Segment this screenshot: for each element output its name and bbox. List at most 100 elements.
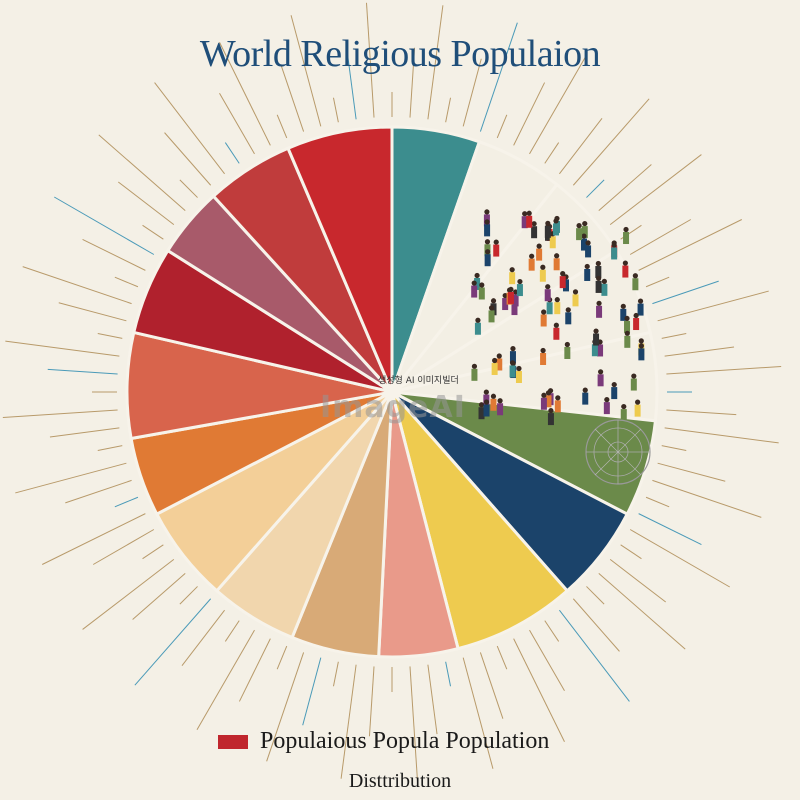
person-head — [632, 273, 638, 279]
person-head — [513, 289, 519, 295]
person-figure — [624, 320, 631, 333]
person-figure — [554, 302, 561, 315]
person-figure — [474, 322, 481, 335]
person-head — [622, 260, 628, 266]
tick-line — [652, 479, 762, 518]
person-figure — [540, 352, 547, 365]
person-head — [554, 297, 560, 303]
person-figure — [611, 247, 618, 260]
person-figure — [471, 368, 478, 381]
tick-line — [276, 645, 288, 670]
tick-line — [664, 346, 735, 357]
person-figure — [553, 258, 560, 271]
person-figure — [478, 407, 485, 420]
tick-line — [496, 645, 508, 670]
person-figure — [580, 238, 587, 251]
person-figure — [526, 215, 533, 228]
tick-line — [142, 224, 164, 240]
person-figure — [553, 223, 560, 236]
person-figure — [595, 280, 602, 293]
tick-line — [479, 22, 518, 132]
person-head — [509, 267, 515, 273]
tick-line — [332, 97, 339, 123]
person-head — [484, 219, 490, 225]
tick-line — [462, 657, 494, 769]
tick-line — [586, 179, 605, 198]
tick-line — [290, 15, 322, 127]
person-figure — [634, 404, 641, 417]
person-head — [582, 387, 588, 393]
person-figure — [497, 403, 504, 416]
tick-line — [445, 661, 452, 687]
person-figure — [546, 302, 553, 315]
person-head — [492, 357, 498, 364]
tick-line — [598, 164, 652, 212]
person-head — [526, 210, 532, 216]
person-head — [541, 392, 547, 398]
person-head — [631, 373, 637, 379]
compass-icon — [585, 419, 651, 485]
tick-line — [82, 238, 146, 271]
person-head — [471, 363, 478, 369]
person-figure — [554, 400, 561, 413]
person-figure — [637, 303, 644, 316]
person-figure — [562, 279, 569, 292]
person-head — [582, 220, 588, 227]
person-head — [541, 309, 547, 315]
person-figure — [597, 374, 604, 387]
person-head — [517, 278, 523, 285]
legend-sublabel: Disttribution — [348, 770, 452, 792]
tick-line — [409, 47, 416, 118]
tick-line — [609, 154, 702, 225]
person-figure — [488, 310, 495, 323]
tick-line — [645, 496, 670, 508]
tick-line — [609, 559, 667, 603]
tick-line — [620, 544, 642, 560]
tick-line — [496, 114, 508, 139]
person-figure — [603, 402, 610, 415]
tick-line — [340, 664, 357, 779]
person-head — [554, 253, 560, 259]
tick-line — [219, 92, 255, 155]
tick-line — [666, 365, 782, 375]
person-figure — [584, 268, 591, 281]
legend-swatch — [218, 734, 248, 749]
pie-slice-7 — [390, 391, 570, 651]
person-head — [585, 240, 591, 246]
person-head — [516, 365, 522, 372]
person-head — [545, 284, 551, 290]
person-figure — [633, 318, 640, 331]
legend-label: Populaious Popula Population — [260, 728, 550, 754]
person-head — [553, 218, 559, 224]
person-figure — [512, 294, 519, 307]
person-head — [553, 322, 559, 328]
tick-line — [132, 572, 186, 620]
person-head — [529, 253, 535, 259]
tick-line — [154, 82, 225, 175]
person-head — [584, 263, 590, 270]
tick-line — [219, 41, 271, 146]
radial-tick-lines — [2, 2, 782, 782]
person-figure — [516, 284, 523, 297]
person-head — [633, 312, 639, 319]
person-head — [595, 260, 601, 267]
tick-line — [427, 664, 438, 735]
person-figure — [515, 370, 522, 383]
person-figure — [597, 344, 604, 357]
person-figure — [484, 254, 491, 267]
tick-line — [629, 529, 730, 588]
tick-line — [5, 340, 120, 357]
tick-line — [54, 196, 155, 255]
person-figure — [528, 258, 535, 271]
tick-line — [572, 98, 650, 186]
person-figure — [559, 276, 566, 289]
person-head — [497, 398, 503, 404]
person-figure — [540, 314, 547, 327]
tick-line — [544, 620, 560, 642]
person-head — [638, 343, 644, 349]
tick-line — [664, 427, 779, 444]
tick-line — [657, 462, 726, 482]
person-figure — [601, 283, 608, 296]
person-head — [564, 341, 570, 348]
